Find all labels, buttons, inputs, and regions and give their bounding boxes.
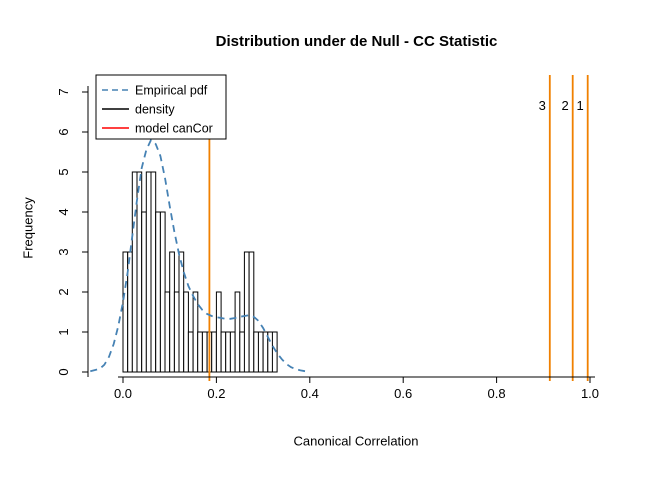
histogram-bar xyxy=(211,331,217,373)
vline-label: 1 xyxy=(576,98,583,113)
histogram-bar xyxy=(243,251,250,373)
legend: Empirical pdf density model canCor xyxy=(95,74,227,140)
x-axis-tick-label: 0.2 xyxy=(207,386,225,401)
legend-label: model canCor xyxy=(135,122,213,136)
histogram-bar xyxy=(183,291,189,373)
y-axis-tick-label: 2 xyxy=(56,288,71,295)
y-axis-tick-label: 4 xyxy=(56,208,71,215)
y-axis-tick-label: 0 xyxy=(56,368,71,375)
x-axis-tick-label: 0.4 xyxy=(301,386,319,401)
histogram-bar xyxy=(257,331,264,373)
empirical-pdf-curve xyxy=(90,138,310,373)
histogram-bar xyxy=(197,331,203,373)
chart-title: Distribution under de Null - CC Statisti… xyxy=(215,33,498,50)
vline-label: 2 xyxy=(561,98,568,113)
histogram-bar xyxy=(253,331,260,373)
histogram-bar xyxy=(173,291,180,373)
histogram-bar xyxy=(220,331,227,373)
histogram-bar xyxy=(169,251,175,373)
histogram-bar xyxy=(155,211,161,373)
legend-label: Empirical pdf xyxy=(135,84,208,98)
y-axis-tick-label: 7 xyxy=(56,88,71,95)
histogram-bar xyxy=(145,171,152,373)
histogram-bar xyxy=(248,251,255,373)
histogram-bar xyxy=(122,251,129,373)
y-axis-tick-label: 3 xyxy=(56,248,71,255)
y-axis-tick-label: 6 xyxy=(56,128,71,135)
histogram-bar xyxy=(262,331,269,373)
histogram-bar xyxy=(178,251,185,373)
x-axis-tick-label: 0.0 xyxy=(114,386,132,401)
y-axis-tick-label: 5 xyxy=(56,168,71,175)
histogram-bar xyxy=(150,171,157,373)
histogram-bar xyxy=(141,211,147,373)
x-axis-tick-label: 0.8 xyxy=(488,386,506,401)
histogram-bar xyxy=(239,331,246,373)
vline-label: 3 xyxy=(539,98,546,113)
y-axis-label: Frequency xyxy=(20,197,36,259)
x-axis-label: Canonical Correlation xyxy=(293,433,419,449)
histogram-bar xyxy=(229,331,236,373)
x-axis-tick-label: 1.0 xyxy=(581,386,599,401)
histogram-bar xyxy=(215,291,222,373)
histogram-bar xyxy=(234,291,241,373)
x-axis-tick-label: 0.6 xyxy=(394,386,412,401)
histogram-bar xyxy=(201,331,208,373)
legend-label: density xyxy=(135,103,175,117)
histogram-bar xyxy=(187,331,194,373)
histogram-bar xyxy=(159,211,166,373)
histogram-bar xyxy=(192,291,199,373)
histogram-bar xyxy=(271,331,278,373)
y-axis-tick-label: 1 xyxy=(56,328,71,335)
histogram-bar xyxy=(136,171,143,373)
histogram-bar xyxy=(164,291,171,373)
histogram-bar xyxy=(225,331,231,373)
